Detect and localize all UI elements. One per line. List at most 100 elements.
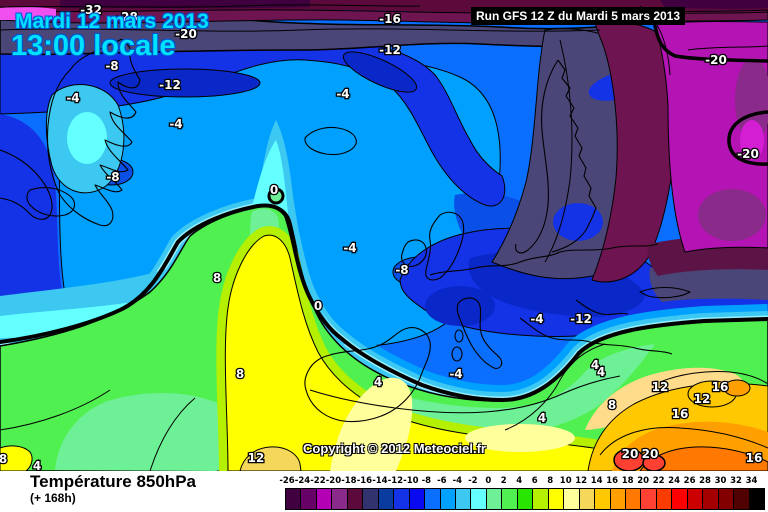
- colorbar-cell: [610, 489, 626, 509]
- contour-label: 8: [236, 367, 244, 381]
- colorbar-cells: [285, 488, 765, 510]
- colorbar-tick: -24: [294, 476, 311, 486]
- colorbar-cell: [425, 489, 441, 509]
- colorbar-tick: 32: [730, 476, 742, 486]
- contour-label: 16: [712, 380, 729, 394]
- colorbar-tick: 16: [606, 476, 619, 486]
- contour-label: -8: [106, 170, 119, 184]
- colorbar-cell: [347, 489, 364, 509]
- colorbar-cell: [502, 489, 518, 509]
- colorbar-tick: 0: [485, 476, 492, 486]
- colorbar-tick: -2: [468, 476, 478, 486]
- colorbar-cell: [378, 489, 395, 509]
- contour-label: 8: [0, 452, 7, 466]
- contour-label: -4: [530, 312, 543, 326]
- colorbar-tick: 18: [621, 476, 634, 486]
- colorbar-tick: 30: [714, 476, 727, 486]
- contour-label: 12: [694, 392, 711, 406]
- colorbar-tick: 24: [668, 476, 681, 486]
- thick-contours: [0, 24, 768, 403]
- contour-label: 4: [597, 365, 605, 379]
- colorbar-cell: [641, 489, 657, 509]
- contour-label: 8: [608, 398, 616, 412]
- colorbar-cell: [332, 489, 348, 509]
- legend-title: Température 850hPa: [30, 472, 196, 491]
- colorbar-cell: [533, 489, 549, 509]
- colorbar-cell: [286, 489, 302, 509]
- colorbar-cell: [734, 489, 750, 509]
- colorbar-cell: [548, 489, 565, 509]
- colorbar-cell: [625, 489, 642, 509]
- colorbar-tick: 20: [637, 476, 650, 486]
- colorbar-cell: [672, 489, 688, 509]
- forecast-hour-label: (+ 168h): [30, 491, 76, 505]
- colorbar-tick: 4: [516, 476, 523, 486]
- contour-label: -20: [175, 27, 197, 41]
- contour-label: -4: [343, 241, 356, 255]
- colorbar-cell: [687, 489, 704, 509]
- contour-label: -12: [570, 312, 592, 326]
- colorbar-tick: 14: [590, 476, 603, 486]
- colorbar-cell: [564, 489, 580, 509]
- contour-label: 4: [538, 411, 546, 425]
- colorbar-tick: 28: [699, 476, 711, 486]
- colorbar-tick: 2: [500, 476, 507, 486]
- contour-label: -4: [336, 87, 349, 101]
- contour-label: -4: [449, 367, 462, 381]
- colorbar-cell: [440, 489, 456, 509]
- colorbar-cell: [316, 489, 333, 509]
- contour-label: 4: [591, 358, 599, 372]
- weather-map: -32 -28 -20 -16 -12 -8 -12 -4 -4 -8 -4 -20 -20 -4 0 -8 0…: [0, 0, 768, 471]
- contour-label: 4: [33, 459, 41, 471]
- colorbar-cell: [394, 489, 410, 509]
- colorbar-tick: 10: [559, 476, 572, 486]
- colorbar-tick: -12: [387, 476, 404, 486]
- colorbar-tick: -10: [403, 476, 419, 486]
- colorbar-cell: [595, 489, 611, 509]
- colorbar-tick: 12: [575, 476, 588, 486]
- colorbar-cell: [301, 489, 317, 509]
- copyright-notice: Copyright © 2012 Meteociel.fr: [303, 441, 486, 456]
- colorbar-tick: 6: [531, 476, 538, 486]
- colorbar-tick: 26: [683, 476, 696, 486]
- contour-label: -28: [116, 10, 138, 24]
- colorbar-tick: 34: [745, 476, 758, 486]
- colorbar-tick: 22: [652, 476, 665, 486]
- colorbar-cell: [409, 489, 426, 509]
- colorbar-tick: -8: [421, 476, 432, 486]
- contour-label: 4: [374, 375, 382, 389]
- contour-labels: -32 -28 -20 -16 -12 -8 -12 -4 -4 -8 -4 -20 -20 -4 0 -8 0…: [0, 2, 764, 471]
- colorbar-ticks: -26 -24 -22 -20 -18 -16 -14 -12 -10 -8 -6 -4 -2 0 2 4 6 8…: [279, 476, 765, 487]
- contour-label: -4: [66, 91, 79, 105]
- colorbar-cell: [703, 489, 719, 509]
- contour-lines: [0, 4, 768, 471]
- contour-label: -20: [737, 147, 759, 161]
- contour-label: 0: [314, 299, 322, 313]
- contour-label: 20: [642, 447, 659, 461]
- contour-label: 12: [248, 451, 265, 465]
- colorbar-tick: -22: [310, 476, 326, 486]
- colorbar-tick: -6: [437, 476, 447, 486]
- contour-label: -32: [80, 3, 102, 17]
- contour-label: 0: [270, 183, 278, 197]
- colorbar-tick: -16: [356, 476, 373, 486]
- colorbar-tick: -18: [341, 476, 357, 486]
- colorbar-cell: [656, 489, 673, 509]
- date-label: Mardi 12 mars 2013: [15, 10, 209, 33]
- contour-label: -12: [159, 78, 181, 92]
- colorbar-cell: [749, 489, 765, 509]
- contour-label: 8: [213, 271, 221, 285]
- colorbar-tick: -4: [452, 476, 463, 486]
- colorbar-tick: -14: [372, 476, 388, 486]
- contour-label: -8: [395, 263, 408, 277]
- contour-label: 20: [622, 447, 639, 461]
- map-area: -32 -28 -20 -16 -12 -8 -12 -4 -4 -8 -4 -20 -20 -4 0 -8 0…: [0, 0, 768, 471]
- contour-label: -4: [169, 117, 182, 131]
- contour-label: 16: [672, 407, 689, 421]
- contour-label: 16: [746, 451, 763, 465]
- colorbar-tick: -20: [325, 476, 342, 486]
- colorbar-tick: 8: [547, 476, 554, 486]
- contour-label: 12: [652, 380, 669, 394]
- colorbar-cell: [363, 489, 379, 509]
